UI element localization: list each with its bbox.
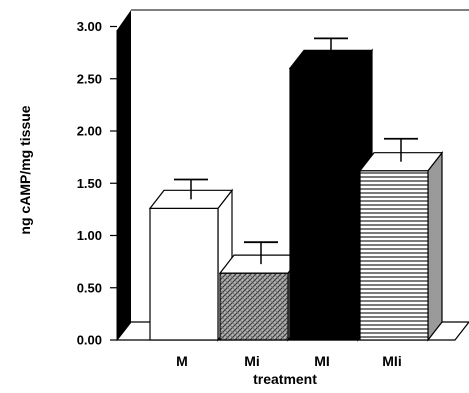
y-axis-title: ng cAMP/mg tissue — [17, 105, 33, 234]
bars — [148, 37, 444, 342]
x-tick-label: MI — [314, 353, 330, 369]
bar-MIi — [358, 137, 444, 342]
bar-front-face — [359, 170, 429, 341]
y-tick-label: 0.00 — [77, 333, 102, 348]
bar-front-face — [149, 207, 219, 341]
y-tick-label: 3.00 — [77, 19, 102, 34]
y-tick-label: 0.50 — [77, 280, 102, 295]
y-tick-label: 1.50 — [77, 176, 102, 191]
x-tick-label: M — [176, 353, 188, 369]
y-tick-label: 2.50 — [77, 71, 102, 86]
x-tick-label: Mi — [244, 353, 260, 369]
x-axis-title: treatment — [253, 371, 317, 387]
bar-side-face — [427, 150, 443, 342]
x-tick-label: MIi — [382, 353, 401, 369]
left-wall — [117, 10, 131, 340]
y-axis: 0.00 0.50 1.00 1.50 2.00 2.50 3.00 — [77, 19, 117, 348]
y-tick-label: 2.00 — [77, 124, 102, 139]
x-axis: M Mi MI MIi — [176, 353, 402, 369]
bar-front-face — [219, 272, 289, 341]
bar-top-face — [288, 49, 374, 69]
bar-front-face — [289, 67, 359, 341]
y-tick-label: 1.00 — [77, 228, 102, 243]
bar-M — [148, 178, 234, 342]
